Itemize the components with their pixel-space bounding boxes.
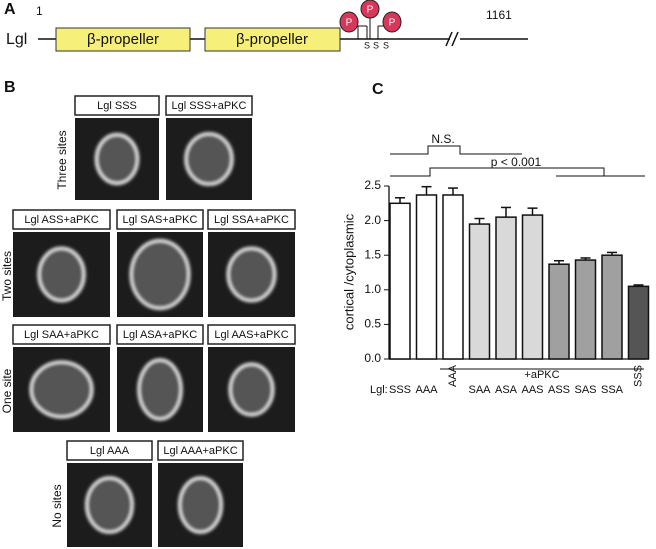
end-label: 1161 xyxy=(486,8,512,22)
cell xyxy=(37,246,86,303)
bar xyxy=(389,202,411,360)
bar xyxy=(548,263,570,360)
phospho xyxy=(339,11,359,33)
image-label-box xyxy=(116,209,204,230)
x-tick-label: SAS xyxy=(574,384,596,396)
site-label: S xyxy=(364,40,370,50)
image-label-box xyxy=(157,440,244,461)
annotation: N.S. xyxy=(431,132,454,146)
y-axis-label: cortical /cytoplasmic xyxy=(341,213,356,330)
image-label-box xyxy=(74,95,160,116)
image-label: Lgl SSS+aPKC xyxy=(172,100,247,112)
y-tick-label: 2.5 xyxy=(364,178,381,192)
image-label-box xyxy=(165,95,253,116)
row-label: One site xyxy=(0,368,14,413)
image-label: Lgl SAS+aPKC xyxy=(123,214,198,226)
x-tick-label: SSS xyxy=(389,384,411,396)
image-label-box xyxy=(66,440,153,461)
start-label: 1 xyxy=(36,4,43,18)
cell xyxy=(228,362,275,417)
x-tick-label: ASS xyxy=(548,384,570,396)
site-label: S xyxy=(373,40,379,50)
bar xyxy=(521,214,544,360)
image-label: Lgl SAA+aPKC xyxy=(24,329,99,341)
row-label: No sites xyxy=(50,484,64,527)
x-tick-label: SSS xyxy=(632,365,644,387)
bracket xyxy=(390,167,645,177)
image-label: Lgl ASA+aPKC xyxy=(123,329,197,341)
image-label: Lgl SSA+aPKC xyxy=(214,214,289,226)
image-label-box xyxy=(207,209,296,230)
image-label-box xyxy=(207,324,296,345)
image-label-box xyxy=(12,209,111,230)
y-tick-label: 0.5 xyxy=(364,317,381,331)
domain-label: β-propeller xyxy=(236,31,308,48)
image-label: Lgl SSS xyxy=(97,100,137,112)
group-label: +aPKC xyxy=(524,369,559,381)
x-tick-label: SSA xyxy=(601,384,624,396)
row-label: Two sites xyxy=(0,251,14,301)
image-label-box xyxy=(116,324,204,345)
panel-a: A Lgl 1 1161 β-propeller β-propeller P P… xyxy=(4,0,528,52)
image-label: Lgl ASS+aPKC xyxy=(24,214,98,226)
cell xyxy=(177,476,224,534)
site-label: S xyxy=(383,40,389,50)
cell xyxy=(129,239,191,310)
y-tick-label: 0.0 xyxy=(364,351,381,365)
phospho-label: P xyxy=(346,18,353,29)
panel-b: Three sites Lgl SSS Lgl SSS+aPKC Two sites L… xyxy=(0,95,296,547)
cell xyxy=(85,476,134,534)
domain xyxy=(204,27,341,52)
bar xyxy=(601,254,623,360)
phospho xyxy=(360,0,380,19)
bar xyxy=(495,216,517,360)
x-tick-label: SAA xyxy=(468,384,491,396)
panel-letter: A xyxy=(4,1,16,18)
bar xyxy=(627,285,650,360)
cell xyxy=(184,132,234,186)
image-label-box xyxy=(12,324,111,345)
domain-label: β-propeller xyxy=(87,31,159,48)
protein-label: Lgl xyxy=(6,31,27,48)
phospho-label: P xyxy=(367,5,374,16)
y-tick-label: 1.5 xyxy=(364,247,381,261)
row-label: Three sites xyxy=(55,130,69,189)
bar xyxy=(415,194,438,360)
x-prefix: Lgl: xyxy=(370,384,388,396)
x-tick-label: ASA xyxy=(495,384,518,396)
image-label: Lgl AAA+aPKC xyxy=(163,445,237,457)
break xyxy=(451,31,459,47)
cell xyxy=(29,360,94,419)
panel-c: C cortical /cytoplasmic Lgl: +aPKC N.S. … xyxy=(341,81,650,396)
bar xyxy=(442,194,464,360)
cell xyxy=(94,132,140,186)
domain xyxy=(55,27,191,52)
cell xyxy=(137,358,183,421)
break xyxy=(445,31,453,47)
image-label: Lgl AAS+aPKC xyxy=(214,329,288,341)
x-tick-label: AAA xyxy=(415,384,438,396)
image-label: Lgl AAA xyxy=(90,445,130,457)
phospho xyxy=(382,11,402,33)
y-tick-label: 2.0 xyxy=(364,213,381,227)
bracket xyxy=(390,145,522,155)
x-tick-label: AAS xyxy=(521,384,543,396)
bar xyxy=(468,223,491,360)
panel-letter: C xyxy=(372,81,384,98)
x-tick-label: AAA xyxy=(447,364,459,387)
y-tick-label: 1.0 xyxy=(364,282,381,296)
bar xyxy=(574,259,597,360)
phospho-label: P xyxy=(389,18,396,29)
cell xyxy=(226,246,277,303)
annotation: p < 0.001 xyxy=(491,155,542,169)
panel-letter: B xyxy=(4,79,16,96)
